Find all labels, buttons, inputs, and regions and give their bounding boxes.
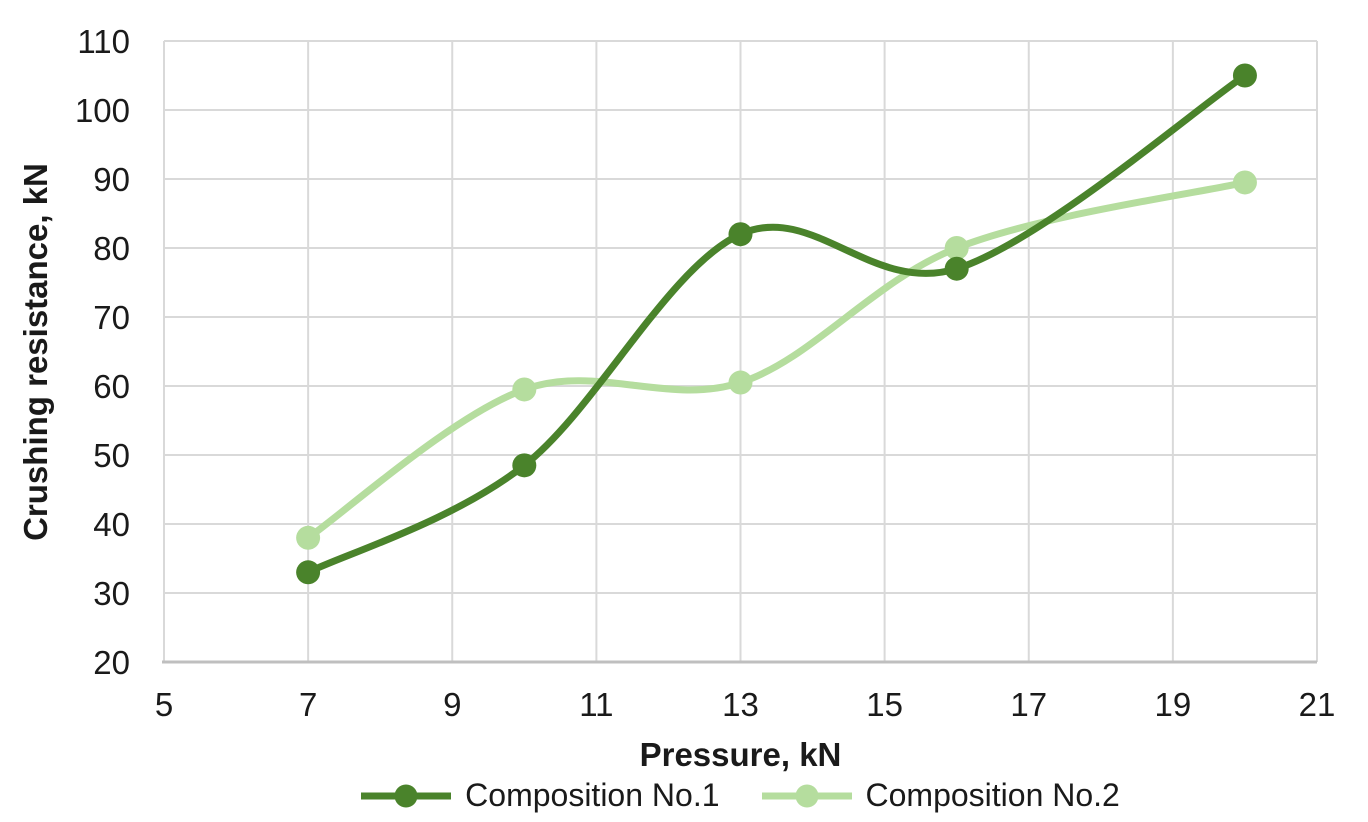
y-axis-title: Crushing resistance, kN xyxy=(17,163,54,541)
legend-item-composition-2: Composition No.2 xyxy=(761,777,1120,814)
legend-label-composition-1: Composition No.1 xyxy=(465,777,720,813)
y-tick-label: 100 xyxy=(75,92,130,129)
x-tick-label: 17 xyxy=(1010,686,1047,723)
y-tick-label: 30 xyxy=(93,575,130,612)
x-tick-label: 11 xyxy=(579,686,613,723)
series-line-1 xyxy=(304,72,1249,576)
x-tick-label: 19 xyxy=(1155,686,1192,723)
x-tick-label: 5 xyxy=(155,686,173,723)
line-marker-icon xyxy=(761,784,852,807)
y-tick-label: 50 xyxy=(93,437,130,474)
data-point-marker xyxy=(1232,63,1257,88)
data-point-marker xyxy=(296,560,321,585)
y-tick-label: 110 xyxy=(77,23,130,60)
data-point-marker xyxy=(296,525,321,550)
data-point-marker xyxy=(944,236,969,260)
data-point-marker xyxy=(728,370,753,395)
x-tick-label: 21 xyxy=(1299,686,1336,723)
y-tick-label: 40 xyxy=(93,506,130,543)
data-point-marker xyxy=(1232,170,1257,195)
y-tick-label: 60 xyxy=(93,368,130,405)
x-axis-title: Pressure, kN xyxy=(639,736,842,773)
x-tick-label: 9 xyxy=(443,686,461,723)
legend: Composition No.1 Composition No.2 xyxy=(164,777,1317,814)
line-marker-icon xyxy=(361,784,452,807)
legend-item-composition-1: Composition No.1 xyxy=(361,777,720,814)
series-line-2 xyxy=(304,178,1249,542)
y-tick-label: 70 xyxy=(93,299,130,336)
data-point-marker xyxy=(728,222,753,247)
data-point-marker xyxy=(512,377,537,402)
y-tick-label: 80 xyxy=(93,230,130,267)
data-point-marker xyxy=(512,453,537,478)
x-tick-label: 15 xyxy=(866,686,903,723)
y-tick-label: 90 xyxy=(93,161,130,198)
legend-label-composition-2: Composition No.2 xyxy=(865,777,1120,813)
y-tick-label: 20 xyxy=(93,644,130,681)
x-tick-label: 13 xyxy=(722,686,759,723)
x-tick-label: 7 xyxy=(299,686,317,723)
data-point-marker xyxy=(944,256,969,281)
